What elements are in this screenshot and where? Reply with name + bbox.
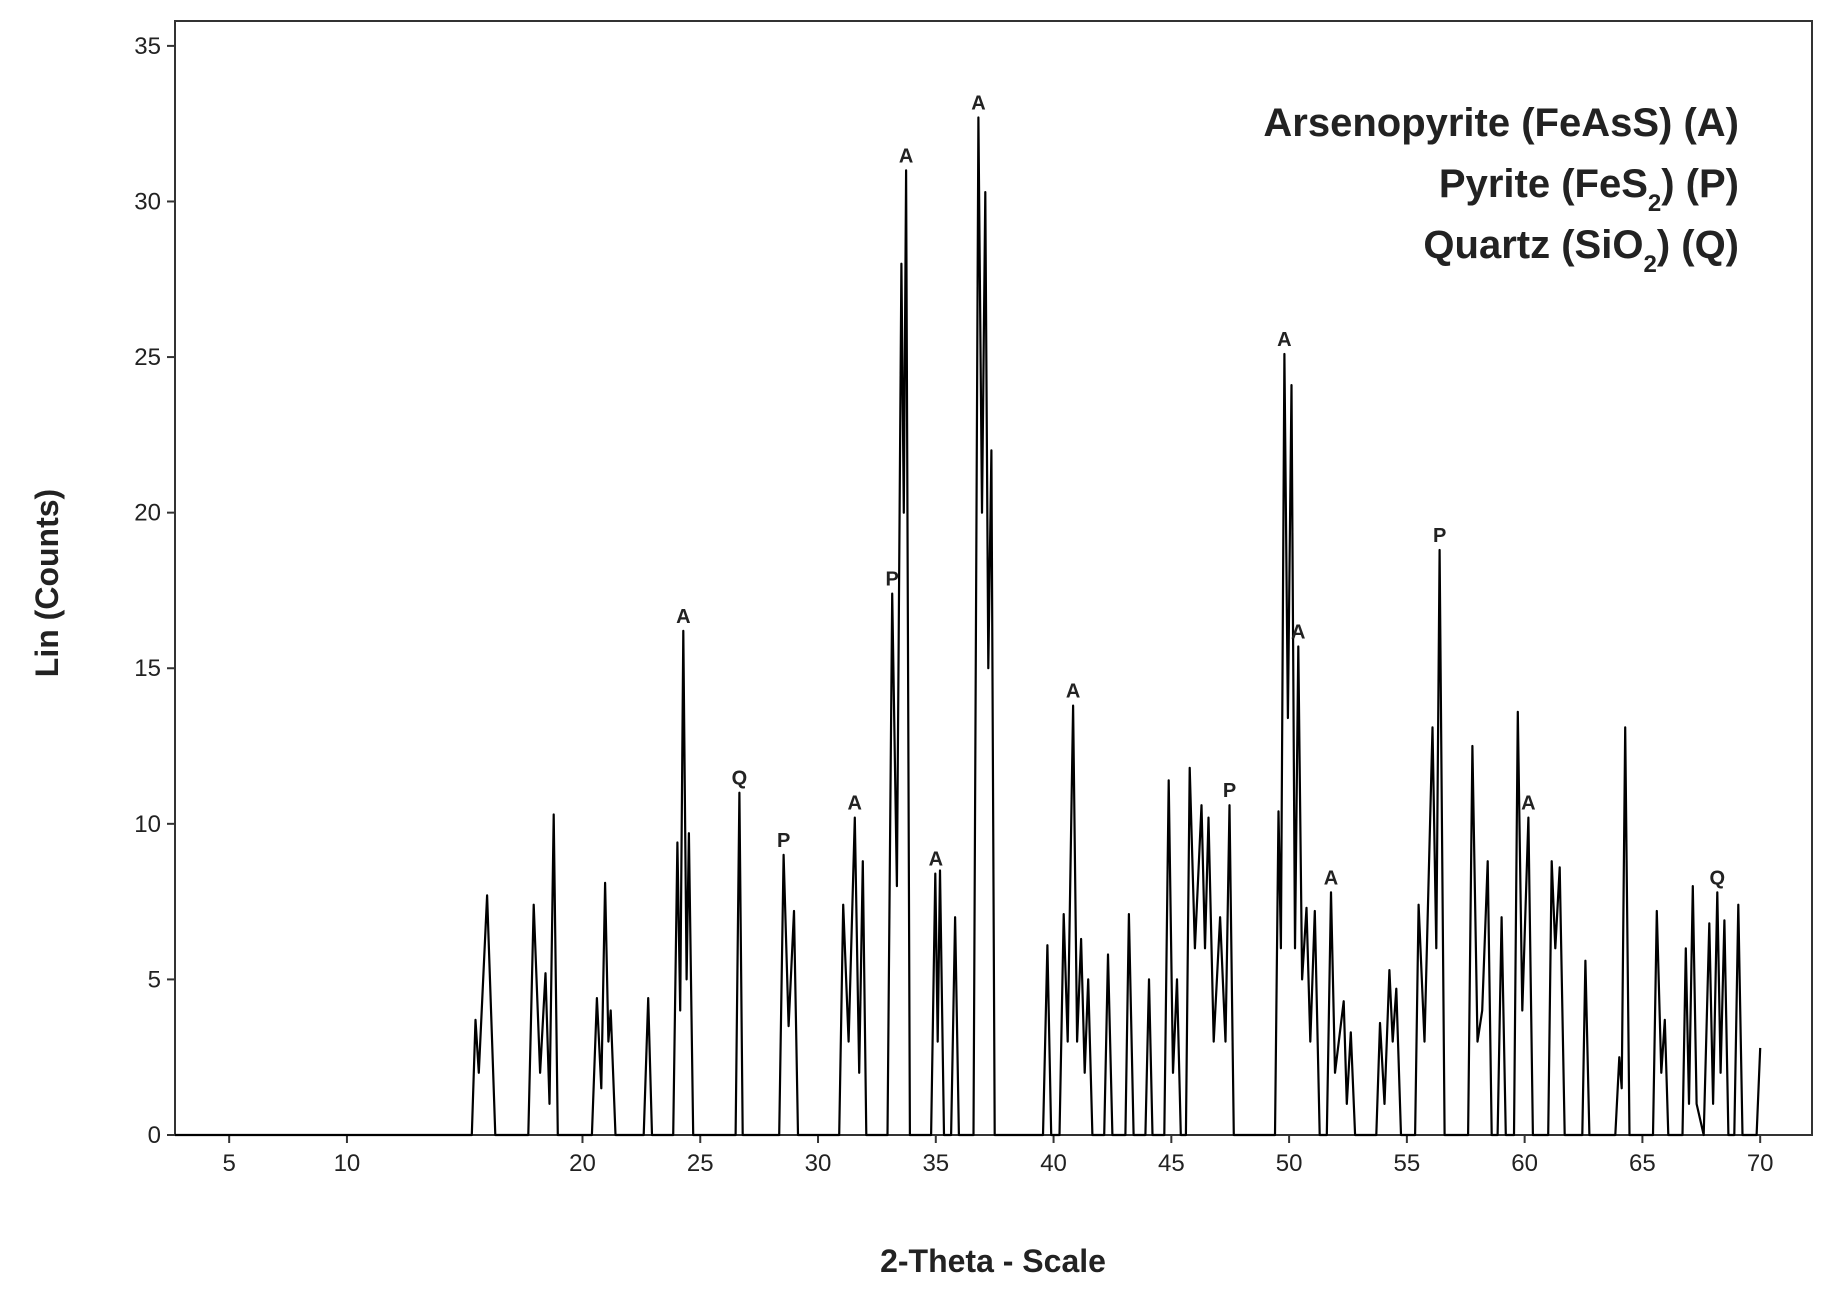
x-tick-label: 40 <box>1040 1150 1067 1177</box>
peak-label: A <box>1277 329 1291 351</box>
y-tick-label: 0 <box>148 1122 161 1149</box>
y-tick-label: 25 <box>134 344 161 371</box>
plot-frame <box>174 20 1813 1136</box>
legend-text: Quartz (SiO <box>1423 223 1643 267</box>
x-tick-label: 70 <box>1747 1150 1774 1177</box>
x-tick-label: 50 <box>1276 1150 1303 1177</box>
x-tick-label: 30 <box>805 1150 832 1177</box>
peak-label: Q <box>1710 867 1726 889</box>
x-tick-label: 10 <box>334 1150 361 1177</box>
legend-entry: Quartz (SiO2) (Q) <box>1423 223 1739 278</box>
peak-label: Q <box>732 768 748 790</box>
peak-label: P <box>777 830 790 852</box>
x-tick-label: 65 <box>1629 1150 1656 1177</box>
peak-label: A <box>929 849 943 871</box>
peak-label: P <box>1433 525 1446 547</box>
x-tick-label: 45 <box>1158 1150 1185 1177</box>
legend-text: ) (P) <box>1661 162 1739 206</box>
y-axis-title: Lin (Counts) <box>29 489 65 677</box>
peak-label: A <box>899 145 913 167</box>
peak-label: A <box>1291 621 1305 643</box>
peak-label: A <box>676 606 690 628</box>
y-tick-label: 10 <box>134 811 161 838</box>
legend-entry: Arsenopyrite (FeAsS) (A) <box>1263 101 1739 145</box>
legend-text: Pyrite (FeS <box>1439 162 1648 206</box>
x-tick-label: 35 <box>922 1150 949 1177</box>
x-tick-label: 60 <box>1511 1150 1538 1177</box>
peak-label: A <box>971 92 985 114</box>
x-tick-label: 20 <box>569 1150 596 1177</box>
legend-text: ) (Q) <box>1657 223 1739 267</box>
x-axis-title: 2-Theta - Scale <box>880 1243 1106 1279</box>
peak-label: P <box>1223 780 1236 802</box>
peak-label: A <box>1066 681 1080 703</box>
peak-label: A <box>848 793 862 815</box>
legend-text: Arsenopyrite (FeAsS) (A) <box>1263 101 1739 145</box>
xrd-trace <box>175 116 1762 1137</box>
y-tick-label: 35 <box>134 33 161 60</box>
y-tick-label: 15 <box>134 655 161 682</box>
peak-label: P <box>886 569 899 591</box>
x-tick-label: 5 <box>222 1150 235 1177</box>
x-tick-label: 55 <box>1394 1150 1421 1177</box>
legend-subscript: 2 <box>1643 251 1656 278</box>
x-tick-label: 25 <box>687 1150 714 1177</box>
peak-label: A <box>1521 793 1535 815</box>
y-tick-label: 5 <box>148 966 161 993</box>
legend-entry: Pyrite (FeS2) (P) <box>1439 162 1739 217</box>
peak-label: A <box>1324 867 1338 889</box>
legend-subscript: 2 <box>1648 190 1661 217</box>
y-tick-label: 20 <box>134 500 161 527</box>
y-tick-label: 30 <box>134 188 161 215</box>
